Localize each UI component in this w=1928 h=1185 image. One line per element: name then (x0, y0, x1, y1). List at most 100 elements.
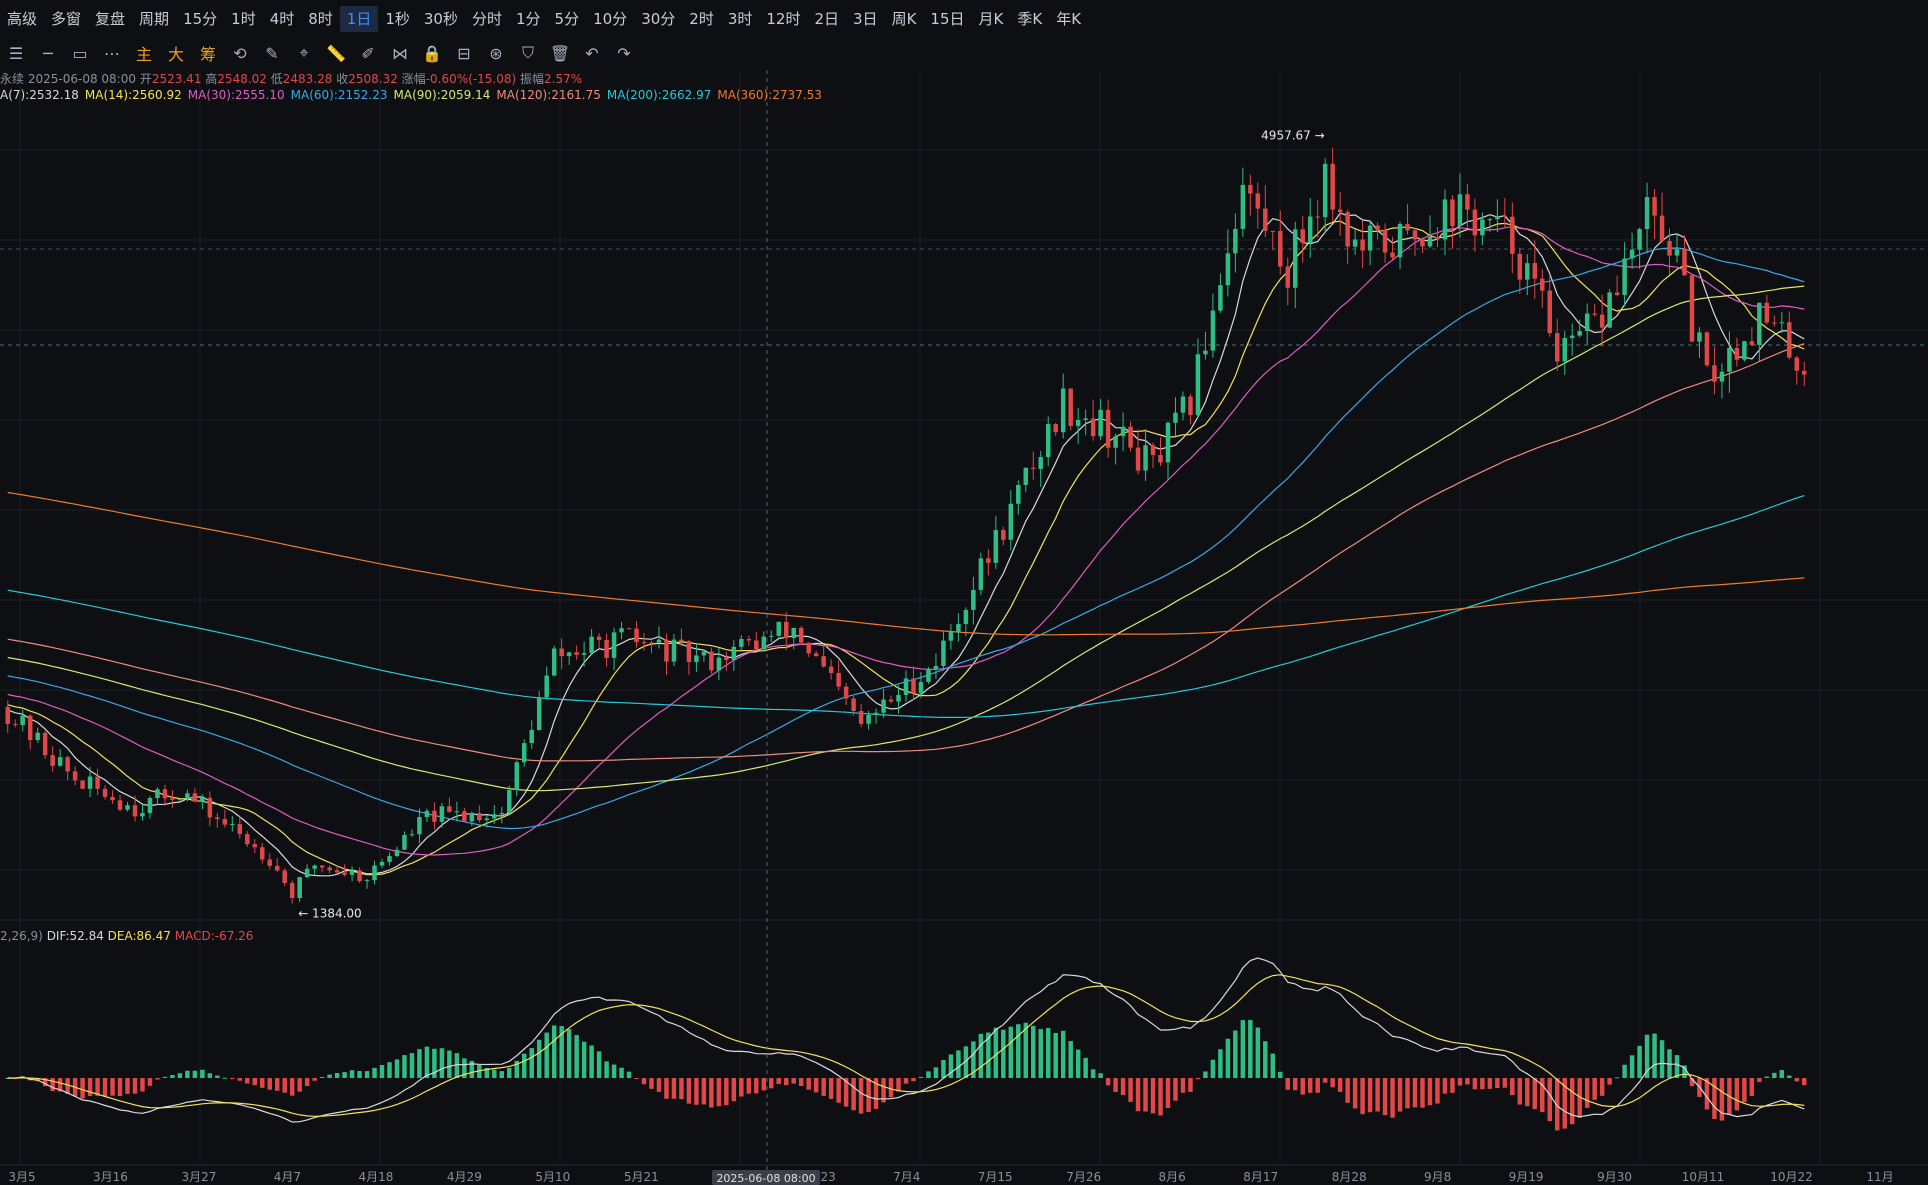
period-19[interactable]: 2日 (814, 10, 840, 28)
macd-bar (1659, 1040, 1665, 1078)
period-20[interactable]: 3日 (853, 10, 878, 28)
undo-icon[interactable]: ↶ (585, 43, 599, 63)
macd-bar (1802, 1078, 1807, 1086)
tool-筹[interactable]: 筹 (199, 45, 216, 64)
period-10[interactable]: 30秒 (423, 10, 458, 28)
period-17[interactable]: 3时 (727, 10, 753, 28)
period-18[interactable]: 12时 (766, 10, 801, 28)
macd-bar (858, 1078, 864, 1114)
period-0[interactable]: 高级 (7, 10, 38, 28)
filter-icon[interactable]: ⛉ (521, 43, 534, 62)
candle (349, 866, 355, 882)
amp-label: 振幅 (520, 72, 545, 86)
macd-bar (319, 1077, 325, 1079)
ma-label-1: MA(14):2560.92 (84, 88, 182, 102)
period-4[interactable]: 15分 (183, 10, 218, 28)
macd-bar (237, 1078, 243, 1081)
candle (1652, 188, 1657, 240)
pen-icon[interactable]: ✐ (361, 43, 375, 63)
period-2[interactable]: 复盘 (95, 10, 126, 28)
period-3[interactable]: 周期 (139, 10, 170, 28)
period-25[interactable]: 年K (1056, 10, 1082, 28)
candle (125, 801, 130, 812)
macd-bar (1644, 1034, 1650, 1078)
candle (798, 626, 804, 645)
ruler-icon[interactable]: 📏 (326, 43, 346, 63)
magnet-icon[interactable]: ⊛ (489, 43, 503, 63)
macd-bar (432, 1048, 437, 1078)
tool-大[interactable]: 大 (167, 45, 184, 64)
period-21[interactable]: 周K (891, 10, 917, 28)
macd-bar (1757, 1078, 1762, 1082)
candle (439, 802, 445, 828)
macd-bar (155, 1078, 160, 1080)
macd-bar (1180, 1078, 1186, 1093)
trash-icon[interactable]: 🗑 (549, 43, 571, 63)
candle (1480, 212, 1485, 246)
screenshot-icon[interactable]: ⊟ (457, 43, 471, 63)
macd-bar (1330, 1078, 1335, 1088)
period-9[interactable]: 1秒 (385, 10, 410, 28)
candle (1120, 412, 1126, 452)
low-label: 低 (270, 72, 283, 86)
rect-icon[interactable]: ▭ (72, 43, 88, 63)
period-24[interactable]: 季K (1017, 10, 1043, 28)
macd-bar (1689, 1078, 1695, 1087)
brush-icon[interactable]: ✎ (265, 43, 279, 63)
period-12[interactable]: 1分 (516, 10, 541, 28)
ma-label-2: MA(30):2555.10 (187, 88, 285, 102)
macd-bar (289, 1078, 295, 1096)
period-13[interactable]: 5分 (554, 10, 580, 28)
candle (1188, 393, 1193, 425)
macd-bar (993, 1027, 999, 1078)
period-6[interactable]: 4时 (269, 10, 295, 28)
period-7[interactable]: 8时 (308, 10, 333, 28)
period-23[interactable]: 月K (978, 10, 1004, 28)
macd-bar (626, 1071, 632, 1078)
measure-icon[interactable]: ⋈ (392, 43, 408, 63)
period-5[interactable]: 1时 (231, 10, 256, 28)
candle (1225, 229, 1231, 297)
candle (297, 877, 302, 902)
candle (1674, 233, 1680, 263)
crosshair-date: 2025-06-08 08:00 (716, 1172, 815, 1185)
macd-bar (1719, 1078, 1725, 1121)
period-11[interactable]: 分时 (471, 10, 502, 28)
redo-icon[interactable]: ↷ (617, 43, 631, 63)
period-8[interactable]: 1日 (339, 6, 379, 32)
x-tick-label: 3月16 (93, 1170, 128, 1184)
period-22[interactable]: 15日 (930, 10, 965, 28)
period-15[interactable]: 30分 (641, 10, 676, 28)
candle (507, 785, 512, 814)
candle (1397, 221, 1403, 270)
line-icon[interactable]: ─ (43, 43, 53, 63)
candle (207, 791, 213, 827)
lock-icon[interactable]: 🔒 (422, 43, 442, 63)
candle (1150, 442, 1156, 469)
x-tick-label: 10月11 (1682, 1170, 1725, 1184)
period-14[interactable]: 10分 (593, 10, 628, 28)
candle (499, 806, 505, 824)
macd-bar (1248, 1019, 1253, 1078)
high-value: 2548.02 (217, 72, 267, 86)
candle (978, 552, 984, 596)
crosshair-icon[interactable]: ⌖ (299, 43, 309, 62)
period-1[interactable]: 多窗 (51, 10, 82, 28)
macd-bar (42, 1078, 48, 1087)
macd-bar (821, 1078, 826, 1096)
candle (12, 719, 18, 728)
macd-bar (888, 1078, 894, 1098)
macd-bar (1405, 1078, 1410, 1109)
tool-主[interactable]: 主 (135, 45, 152, 64)
candle (1427, 215, 1433, 249)
more-icon[interactable]: ⋯ (104, 43, 120, 63)
macd-bar (1652, 1033, 1657, 1078)
period-16[interactable]: 2时 (689, 10, 714, 28)
candle (35, 727, 40, 743)
candle (1068, 388, 1073, 431)
candle (1060, 373, 1066, 439)
macd-info: 2,26,9) DIF:52.84 DEA:86.47 MACD:-67.26 (0, 929, 253, 943)
indicator-icon[interactable]: ⟲ (233, 43, 247, 63)
menu-icon[interactable]: ☰ (8, 43, 24, 63)
